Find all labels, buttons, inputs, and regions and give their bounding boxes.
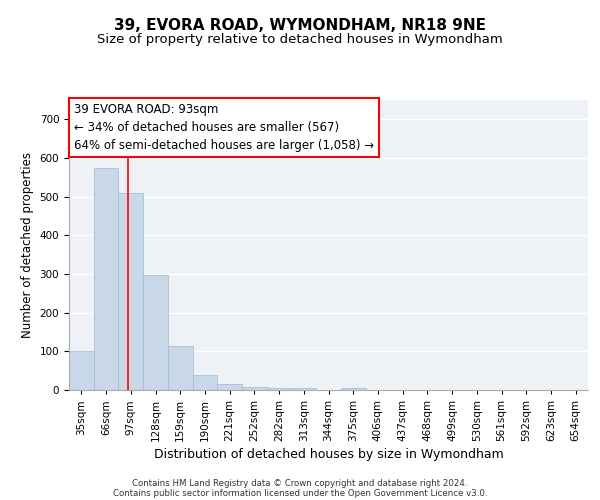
- Text: 39, EVORA ROAD, WYMONDHAM, NR18 9NE: 39, EVORA ROAD, WYMONDHAM, NR18 9NE: [114, 18, 486, 32]
- Text: Size of property relative to detached houses in Wymondham: Size of property relative to detached ho…: [97, 32, 503, 46]
- X-axis label: Distribution of detached houses by size in Wymondham: Distribution of detached houses by size …: [154, 448, 503, 461]
- Y-axis label: Number of detached properties: Number of detached properties: [21, 152, 34, 338]
- Text: 39 EVORA ROAD: 93sqm
← 34% of detached houses are smaller (567)
64% of semi-deta: 39 EVORA ROAD: 93sqm ← 34% of detached h…: [74, 103, 374, 152]
- Bar: [267, 388, 292, 390]
- Bar: [69, 352, 94, 390]
- Bar: [193, 376, 217, 390]
- Bar: [242, 387, 267, 390]
- Bar: [292, 388, 316, 390]
- Bar: [168, 346, 193, 390]
- Text: Contains HM Land Registry data © Crown copyright and database right 2024.: Contains HM Land Registry data © Crown c…: [132, 478, 468, 488]
- Bar: [94, 168, 118, 390]
- Bar: [341, 388, 365, 390]
- Bar: [217, 384, 242, 390]
- Bar: [118, 193, 143, 390]
- Text: Contains public sector information licensed under the Open Government Licence v3: Contains public sector information licen…: [113, 488, 487, 498]
- Bar: [143, 275, 168, 390]
